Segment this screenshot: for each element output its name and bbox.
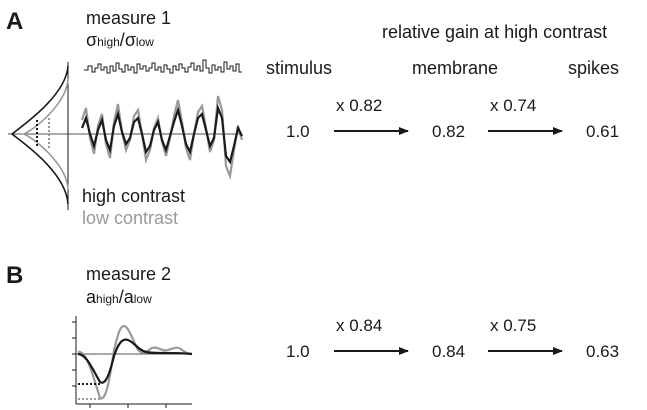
multiplier-spikes-a: x 0.74 <box>490 96 537 115</box>
value-spikes-b: 0.63 <box>586 342 620 361</box>
multiplier-membrane-a: x 0.82 <box>336 96 383 115</box>
value-membrane-a: 0.82 <box>432 122 466 141</box>
ratio-subscript-low: low <box>135 35 154 49</box>
ratio-symbol-low: σ <box>124 30 136 50</box>
stage-label-stimulus: stimulus <box>266 58 333 78</box>
ratio-symbol-high: σ <box>86 30 98 50</box>
a-ratio-label: ahigh/alow <box>86 287 152 308</box>
sigma-ratio-label: σhigh/σlow <box>86 30 154 51</box>
measure-2-label: measure 2 <box>86 264 172 284</box>
high-contrast-filter <box>77 338 193 384</box>
multiplier-spikes-b: x 0.75 <box>490 316 537 335</box>
value-stimulus-a: 1.0 <box>286 122 310 141</box>
stage-label-membrane: membrane <box>412 58 499 78</box>
ratio-subscript-low-b: low <box>133 292 152 306</box>
ratio-symbol-high-b: a <box>86 287 97 307</box>
ratio-symbol-low-b: a <box>123 287 134 307</box>
high-contrast-distribution <box>10 65 69 205</box>
value-membrane-b: 0.84 <box>432 342 466 361</box>
low-contrast-filter <box>77 324 193 400</box>
ratio-slash: / <box>119 30 125 50</box>
value-spikes-a: 0.61 <box>586 122 620 141</box>
panel-a-label: A <box>6 8 24 35</box>
measure-1-label: measure 1 <box>86 8 172 28</box>
panel-b-label: B <box>6 262 24 289</box>
value-stimulus-b: 1.0 <box>286 342 310 361</box>
legend-high-contrast: high contrast <box>82 186 186 206</box>
ratio-subscript-high: high <box>97 35 120 49</box>
high-contrast-response <box>80 103 243 165</box>
ratio-slash-b: / <box>118 287 124 307</box>
legend-low-contrast: low contrast <box>82 208 179 228</box>
ratio-subscript-high-b: high <box>96 292 119 306</box>
stage-label-spikes: spikes <box>568 58 620 78</box>
low-contrast-distribution <box>22 77 69 191</box>
relative-gain-header: relative gain at high contrast <box>382 22 608 42</box>
stimulus-trace <box>84 59 242 74</box>
multiplier-membrane-b: x 0.84 <box>336 316 383 335</box>
